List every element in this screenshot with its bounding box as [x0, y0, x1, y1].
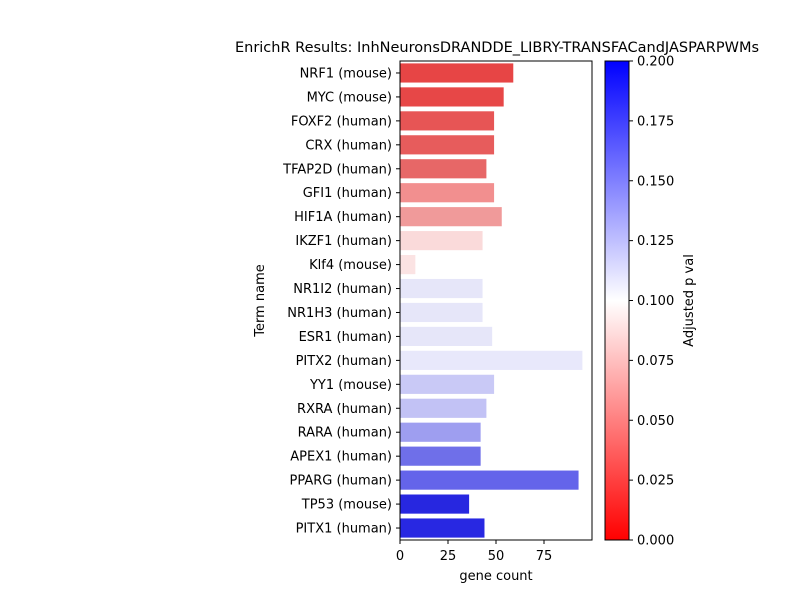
x-tick-label: 25	[440, 549, 457, 564]
colorbar-tick-label: 0.000	[637, 534, 674, 549]
bar	[400, 207, 502, 226]
colorbar	[605, 61, 629, 540]
colorbar-tick-label: 0.150	[637, 174, 674, 189]
chart-title: EnrichR Results: InhNeuronsDRANDDE_LIBRY…	[235, 40, 759, 56]
bar	[400, 518, 484, 537]
y-tick-label: YY1 (mouse)	[309, 378, 392, 393]
y-tick-label: ESR1 (human)	[299, 330, 392, 345]
colorbar-tick-label: 0.125	[637, 234, 674, 249]
colorbar-tick-label: 0.075	[637, 354, 674, 369]
bar	[400, 183, 494, 202]
bars-group	[400, 63, 582, 537]
y-tick-label: PITX1 (human)	[296, 522, 392, 537]
bar	[400, 423, 481, 442]
colorbar-ticks: 0.000 0.025 0.050 0.075 0.100 0.125 0.150 0.175…	[629, 55, 674, 549]
y-tick-label: TFAP2D (human)	[282, 162, 392, 177]
y-tick-label: TP53 (mouse)	[301, 498, 392, 513]
y-tick-label: GFI1 (human)	[303, 186, 392, 201]
colorbar-tick-label: 0.200	[637, 55, 674, 70]
y-axis-label: Term name	[253, 264, 268, 338]
y-tick-label: NR1H3 (human)	[287, 306, 392, 321]
y-tick-label: HIF1A (human)	[294, 210, 392, 225]
bar	[400, 471, 579, 490]
y-tick-label: PITX2 (human)	[296, 354, 392, 369]
y-tick-label: Klf4 (mouse)	[309, 258, 392, 273]
y-tick-label: PPARG (human)	[290, 474, 392, 489]
y-tick-label: RARA (human)	[298, 426, 392, 441]
bar	[400, 447, 481, 466]
y-tick-label: FOXF2 (human)	[291, 114, 392, 129]
colorbar-tick-label: 0.025	[637, 474, 674, 489]
x-axis-label: gene count	[459, 569, 532, 584]
y-tick-label: RXRA (human)	[297, 402, 392, 417]
colorbar-tick-label: 0.050	[637, 414, 674, 429]
bar	[400, 111, 494, 130]
bar	[400, 399, 486, 418]
x-tick-label: 75	[536, 549, 553, 564]
y-tick-label: APEX1 (human)	[290, 450, 392, 465]
bar	[400, 159, 486, 178]
y-tick-label: IKZF1 (human)	[295, 234, 392, 249]
bar	[400, 255, 415, 274]
y-tick-label: CRX (human)	[305, 138, 392, 153]
bar	[400, 63, 513, 82]
colorbar-tick-label: 0.100	[637, 294, 674, 309]
colorbar-label: Adjusted p val	[682, 254, 697, 347]
y-tick-label: NR1I2 (human)	[293, 282, 392, 297]
bar	[400, 327, 492, 346]
y-tick-labels: NRF1 (mouse) MYC (mouse) FOXF2 (human) CRX …	[282, 66, 400, 536]
bar	[400, 303, 483, 322]
bar	[400, 375, 494, 394]
colorbar-tick-label: 0.175	[637, 114, 674, 129]
bar	[400, 494, 469, 513]
x-ticks: 0 25 50 75	[396, 540, 552, 564]
y-tick-label: NRF1 (mouse)	[300, 66, 392, 81]
y-tick-label: MYC (mouse)	[307, 90, 392, 105]
bar	[400, 87, 504, 106]
bar	[400, 351, 582, 370]
bar	[400, 279, 483, 298]
bar	[400, 135, 494, 154]
bar	[400, 231, 483, 250]
x-tick-label: 0	[396, 549, 404, 564]
x-tick-label: 50	[488, 549, 505, 564]
plot-frame	[400, 61, 592, 540]
